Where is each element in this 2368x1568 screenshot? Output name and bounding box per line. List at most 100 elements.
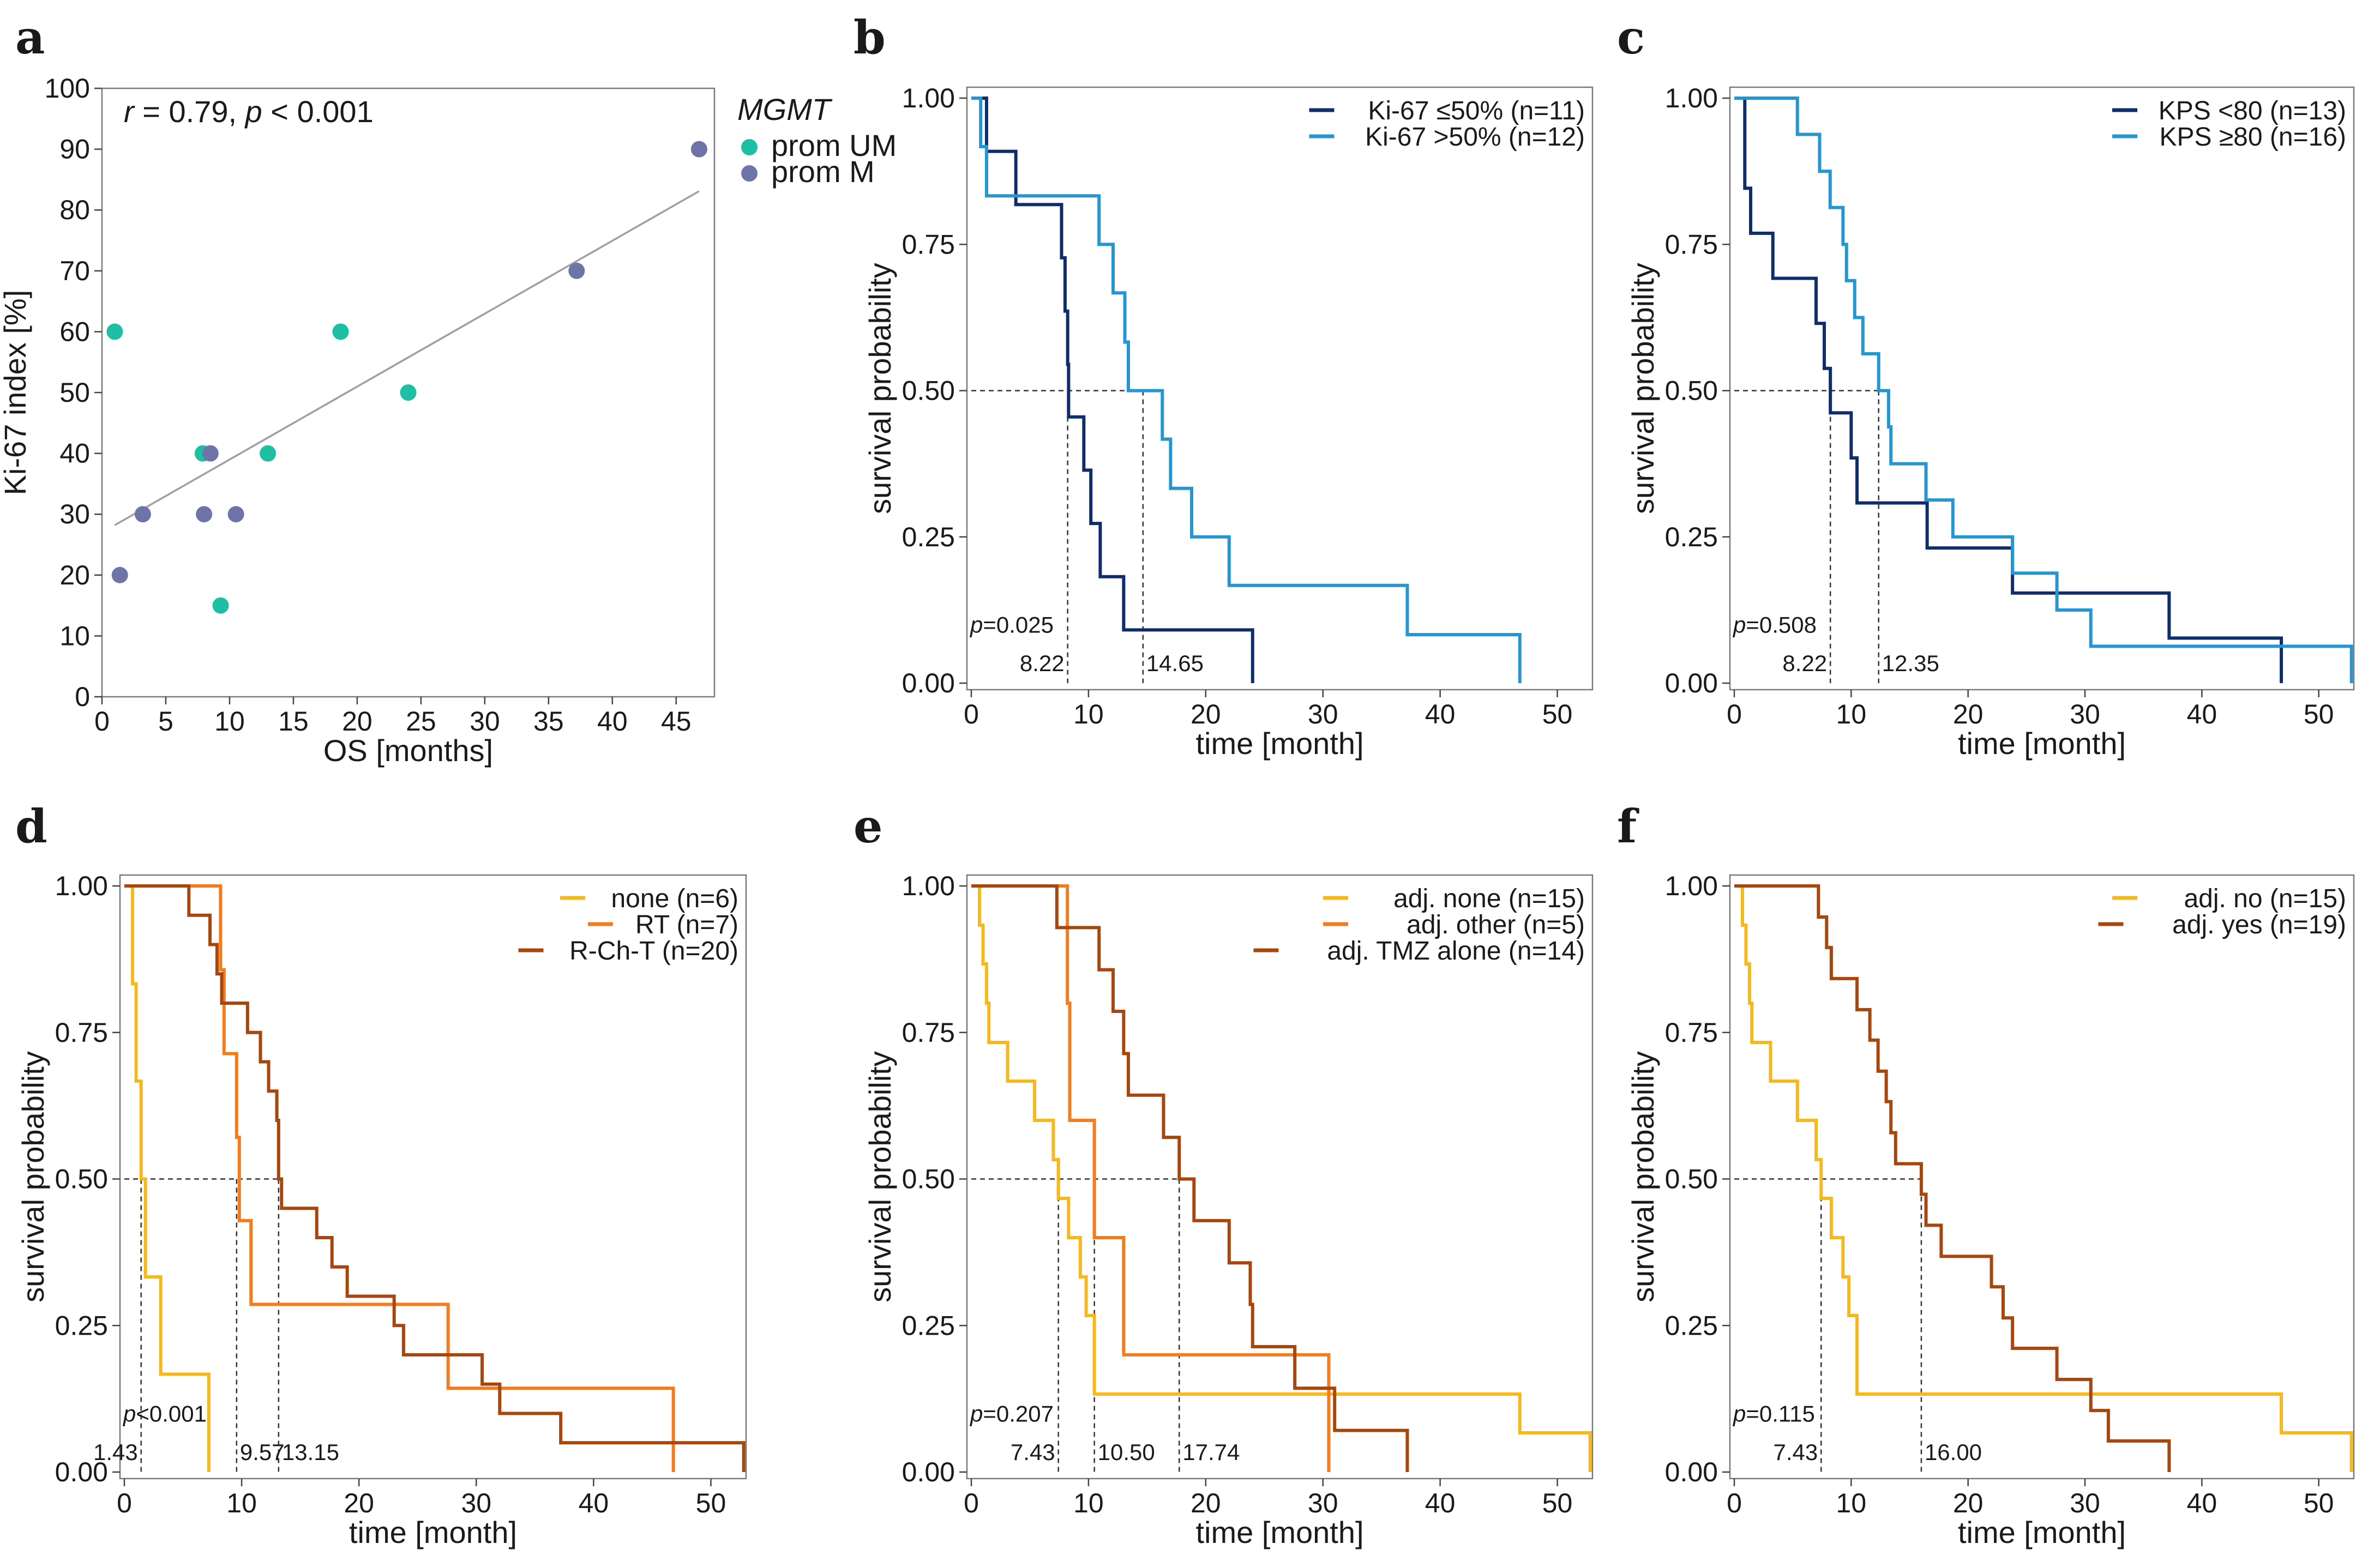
y-tick-label: 90 [59,134,90,165]
x-tick-label: 20 [342,706,372,737]
median-label: 7.43 [1011,1439,1055,1465]
x-tick-label: 40 [1425,699,1456,729]
x-tick-label: 10 [1073,699,1104,729]
data-point-prom-UM [106,323,123,340]
panel-label-e: e [854,799,882,853]
x-axis-label: time [month] [1958,1515,2126,1549]
x-tick-label: 30 [2070,1488,2100,1518]
y-tick-label: 0.50 [1665,376,1718,406]
annotation-part: r [124,94,135,129]
p-value-number: =0.508 [1746,612,1817,638]
y-tick-label: 60 [59,316,90,347]
x-tick-label: 0 [964,1488,979,1518]
x-tick-label: 30 [2070,699,2100,729]
legend-label: Ki-67 >50% (n=12) [1365,123,1585,152]
y-tick-label: 0.50 [1665,1164,1718,1195]
y-tick-label: 70 [59,256,90,286]
annotation-part: = 0.79, [134,94,245,129]
y-tick-label: 0.75 [902,1017,955,1048]
survival-curve-Ki-67-50- [971,97,1254,683]
data-point-prom-UM [260,445,277,462]
survival-curve-RT [124,884,675,1472]
panel-label-a: a [15,10,45,64]
y-tick-label: 0.75 [55,1017,108,1048]
y-tick-label: 0.00 [902,1457,955,1487]
annotation-part: p [244,94,262,129]
y-axis-label: survival probability [1626,263,1660,514]
y-axis-label: Ki-67 index [%] [0,290,32,496]
legend-label: adj. no (n=15) [2184,884,2346,913]
y-tick-label: 0.00 [55,1457,108,1487]
panel-f-km: 0 10 20 30 40 50 0.00 0.25 0.50 0.75 1.00 time [mon… [1626,871,2355,1549]
x-tick-label: 20 [344,1488,374,1518]
survival-curve-none [124,884,211,1472]
p-value-symbol: p [1732,612,1746,638]
legend-label: none (n=6) [611,884,738,913]
plot-frame [966,874,1594,1480]
x-tick-label: 0 [1727,1488,1742,1518]
x-tick-label: 30 [470,706,500,737]
data-point-prom-UM [212,597,229,614]
y-tick-label: 1.00 [1665,83,1718,113]
survival-curve-Ki-67-50- [971,97,1522,683]
legend-label: prom M [771,154,875,189]
x-tick-label: 30 [1308,699,1338,729]
data-point-prom-M [202,445,219,462]
x-tick-label: 40 [579,1488,609,1518]
survival-curve-KPS-80 [1734,97,2283,683]
median-label: 14.65 [1146,650,1204,676]
x-tick-label: 50 [2304,1488,2334,1518]
data-point-prom-M [568,262,585,279]
y-tick-label: 0.25 [1665,522,1718,552]
y-tick-label: 0.00 [1665,668,1718,698]
y-tick-label: 20 [59,560,90,590]
legend-label: R-Ch-T (n=20) [569,937,738,966]
x-tick-label: 5 [158,706,173,737]
panel-b-km: 0 10 20 30 40 50 0.00 0.25 0.50 0.75 1.00 time [mon… [863,83,1594,761]
y-tick-label: 0.00 [902,668,955,698]
y-tick-label: 0.00 [1665,1457,1718,1487]
legend-label: adj. TMZ alone (n=14) [1327,937,1585,966]
p-value-label: p=0.025 [969,612,1054,638]
x-axis-label: OS [months] [323,733,493,768]
panel-label-b: b [854,10,886,64]
data-point-prom-M [227,506,244,523]
x-tick-label: 10 [1836,699,1867,729]
legend-marker [741,165,758,182]
y-tick-label: 50 [59,377,90,408]
x-tick-label: 20 [1953,699,1984,729]
legend-title: MGMT [737,92,833,126]
y-axis-label: survival probability [863,1051,897,1302]
correlation-annotation: r = 0.79, p < 0.001 [124,94,374,129]
y-axis-label: survival probability [1626,1051,1660,1302]
legend-label: KPS ≥80 (n=16) [2159,123,2346,152]
survival-curve-KPS-80 [1734,97,2353,683]
data-point-prom-M [111,566,128,583]
p-value-number: =0.025 [983,612,1054,638]
median-label: 17.74 [1182,1439,1240,1465]
median-label: 8.22 [1782,650,1827,676]
y-tick-label: 1.00 [1665,871,1718,901]
legend-label: KPS <80 (n=13) [2159,97,2346,125]
x-tick-label: 30 [1308,1488,1338,1518]
median-label: 8.22 [1020,650,1065,676]
p-value-label: p=0.508 [1732,612,1817,638]
y-tick-label: 1.00 [902,83,955,113]
x-tick-label: 25 [406,706,436,737]
y-tick-label: 0 [75,682,90,712]
y-tick-label: 0.25 [1665,1310,1718,1341]
data-point-prom-M [196,506,213,523]
y-tick-label: 0.25 [902,1310,955,1341]
plot-frame [1729,874,2355,1480]
median-label: 7.43 [1774,1439,1818,1465]
x-tick-label: 50 [1542,1488,1573,1518]
p-value-number: =0.207 [983,1401,1054,1427]
p-value-number: <0.001 [136,1401,207,1427]
x-tick-label: 0 [1727,699,1742,729]
x-tick-label: 20 [1953,1488,1984,1518]
x-tick-label: 40 [597,706,628,737]
y-tick-label: 0.50 [902,376,955,406]
median-label: 16.00 [1925,1439,1982,1465]
x-tick-label: 50 [696,1488,726,1518]
